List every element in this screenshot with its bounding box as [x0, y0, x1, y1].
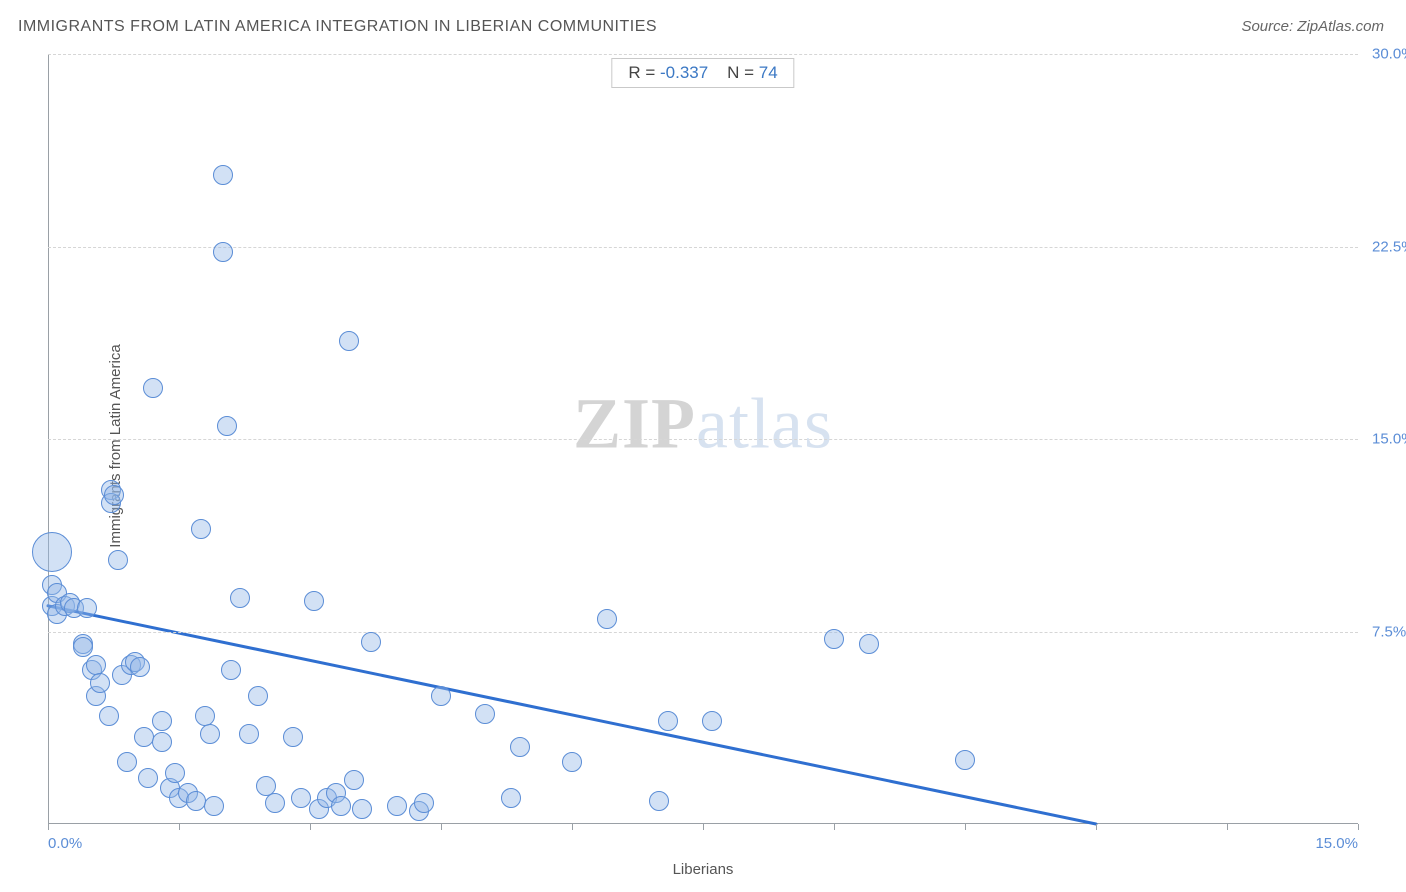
data-point	[32, 532, 72, 572]
data-point	[108, 550, 128, 570]
data-point	[138, 768, 158, 788]
data-point	[230, 588, 250, 608]
data-point	[77, 598, 97, 618]
chart-title: IMMIGRANTS FROM LATIN AMERICA INTEGRATIO…	[18, 18, 657, 36]
data-point	[265, 793, 285, 813]
y-tick-label: 15.0%	[1364, 431, 1406, 448]
gridline-h	[48, 439, 1358, 440]
data-point	[501, 788, 521, 808]
data-point	[204, 796, 224, 816]
x-tick	[48, 824, 49, 830]
data-point	[339, 331, 359, 351]
x-tick	[1096, 824, 1097, 830]
data-point	[248, 686, 268, 706]
data-point	[702, 711, 722, 731]
data-point	[130, 657, 150, 677]
x-axis-min-label: 0.0%	[48, 835, 82, 852]
data-point	[221, 660, 241, 680]
x-axis-max-label: 15.0%	[1315, 835, 1358, 852]
x-tick	[441, 824, 442, 830]
n-value: 74	[759, 63, 778, 82]
x-tick	[179, 824, 180, 830]
data-point	[99, 706, 119, 726]
r-label: R =	[628, 63, 655, 82]
data-point	[152, 711, 172, 731]
data-point	[475, 704, 495, 724]
n-label: N =	[727, 63, 754, 82]
data-point	[86, 655, 106, 675]
y-tick-label: 30.0%	[1364, 46, 1406, 63]
data-point	[239, 724, 259, 744]
data-point	[658, 711, 678, 731]
x-tick	[703, 824, 704, 830]
data-point	[217, 416, 237, 436]
data-point	[955, 750, 975, 770]
data-point	[191, 519, 211, 539]
x-tick	[834, 824, 835, 830]
data-point	[283, 727, 303, 747]
data-point	[344, 770, 364, 790]
data-point	[165, 763, 185, 783]
data-point	[90, 673, 110, 693]
data-point	[152, 732, 172, 752]
stats-box: R = -0.337 N = 74	[611, 58, 794, 88]
r-value: -0.337	[660, 63, 708, 82]
data-point	[510, 737, 530, 757]
data-point	[73, 637, 93, 657]
data-point	[387, 796, 407, 816]
data-point	[597, 609, 617, 629]
data-point	[200, 724, 220, 744]
data-point	[859, 634, 879, 654]
data-point	[213, 165, 233, 185]
data-point	[331, 796, 351, 816]
x-axis-title: Liberians	[673, 861, 734, 878]
x-tick	[1358, 824, 1359, 830]
gridline-h	[48, 54, 1358, 55]
x-tick	[965, 824, 966, 830]
x-tick	[310, 824, 311, 830]
x-tick	[1227, 824, 1228, 830]
scatter-plot: ZIPatlas R = -0.337 N = 74 0.0% 15.0% 7.…	[48, 54, 1358, 824]
gridline-h	[48, 247, 1358, 248]
data-point	[562, 752, 582, 772]
data-point	[824, 629, 844, 649]
data-point	[352, 799, 372, 819]
data-point	[143, 378, 163, 398]
data-point	[414, 793, 434, 813]
data-point	[117, 752, 137, 772]
data-point	[361, 632, 381, 652]
y-tick-label: 7.5%	[1364, 623, 1406, 640]
data-point	[195, 706, 215, 726]
data-point	[304, 591, 324, 611]
gridline-h	[48, 632, 1358, 633]
data-point	[431, 686, 451, 706]
data-point	[649, 791, 669, 811]
data-point	[213, 242, 233, 262]
x-tick	[572, 824, 573, 830]
chart-source: Source: ZipAtlas.com	[1241, 18, 1384, 35]
y-tick-label: 22.5%	[1364, 238, 1406, 255]
data-point	[104, 485, 124, 505]
